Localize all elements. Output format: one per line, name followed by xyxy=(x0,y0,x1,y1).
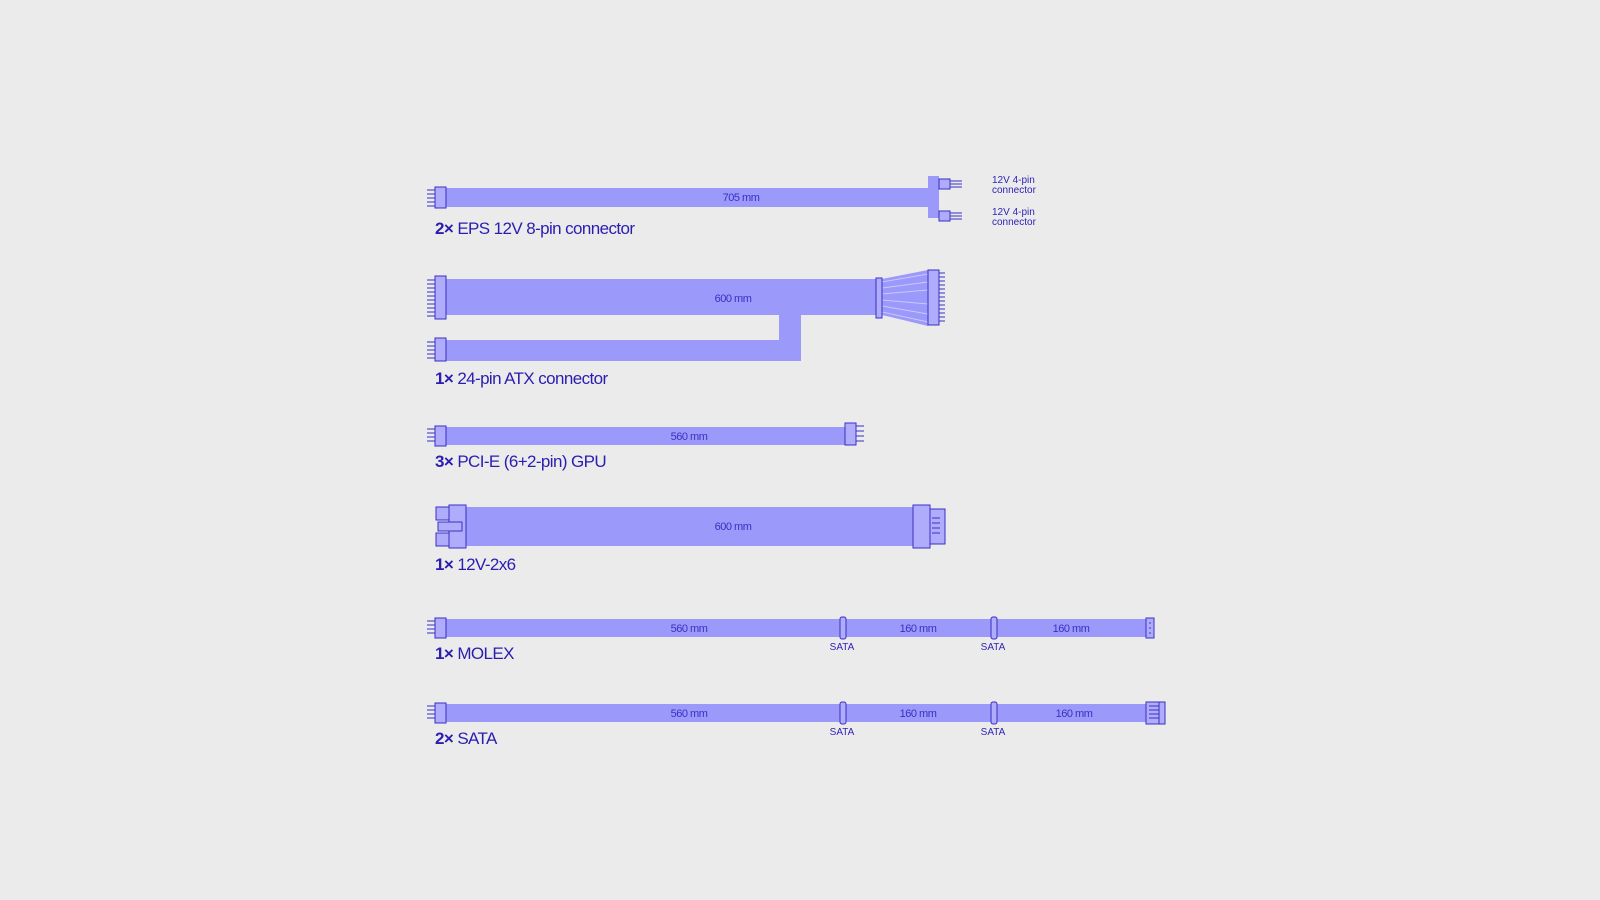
atx-connector-secondary xyxy=(434,337,447,362)
branch-label: 12V 4-pin xyxy=(992,175,1035,186)
pcie-connector-psu xyxy=(434,425,447,447)
length-label: 160 mm xyxy=(1053,623,1090,635)
cable-pcie: 560 mm 3× PCI-E (6+2-pin) GPU xyxy=(427,422,864,471)
length-label: 160 mm xyxy=(1056,708,1093,720)
cable-atx: 600 mm 1× 24-pin ATX connector xyxy=(427,269,945,388)
cable-sata: 560 mm 160 mm 160 mm SATA SATA 2× SATA xyxy=(427,701,1166,748)
branch-label: 12V 4-pin xyxy=(992,207,1035,218)
branch-label: connector xyxy=(992,185,1037,196)
cable-molex: 560 mm 160 mm 160 mm SATA SATA 1× MOLEX xyxy=(427,616,1155,663)
atx-collar xyxy=(875,277,883,319)
eps-split xyxy=(928,176,939,218)
sata-connector-psu xyxy=(434,702,447,724)
molex-connector-psu xyxy=(434,617,447,639)
length-label: 560 mm xyxy=(671,708,708,720)
cable-title: 1× MOLEX xyxy=(435,644,514,663)
eps-cable-body xyxy=(446,188,932,207)
eps-4pin-connector-bottom xyxy=(938,210,951,222)
length-label: 160 mm xyxy=(900,708,937,720)
branch-label: connector xyxy=(992,217,1037,228)
sata-tap xyxy=(990,616,998,640)
sata-tap xyxy=(990,701,998,725)
12v2x6-connector-gpu xyxy=(912,504,931,549)
atx-connector-main xyxy=(434,275,447,320)
sata-end-connector xyxy=(1145,701,1166,725)
tap-label: SATA xyxy=(830,642,855,653)
cable-title: 3× PCI-E (6+2-pin) GPU xyxy=(435,452,606,471)
eps-connector-left xyxy=(434,186,447,209)
length-label: 705 mm xyxy=(723,192,760,204)
sata-tap xyxy=(839,616,847,640)
cable-title: 1× 12V-2x6 xyxy=(435,555,516,574)
atx-connector-mb xyxy=(927,269,940,326)
sata-tap xyxy=(839,701,847,725)
length-label: 600 mm xyxy=(715,293,752,305)
tap-label: SATA xyxy=(981,642,1006,653)
cable-12v-2x6: 600 mm 1× 12V-2x6 xyxy=(435,504,946,574)
cable-eps: 705 mm 12V 4-pin connector 12V 4-pin con… xyxy=(427,175,1037,238)
length-label: 560 mm xyxy=(671,431,708,443)
pcie-connector-gpu xyxy=(844,422,857,446)
tap-label: SATA xyxy=(981,727,1006,738)
length-label: 160 mm xyxy=(900,623,937,635)
tap-label: SATA xyxy=(830,727,855,738)
cable-title: 2× EPS 12V 8-pin connector xyxy=(435,219,635,238)
cable-title: 2× SATA xyxy=(435,729,498,748)
length-label: 560 mm xyxy=(671,623,708,635)
cable-title: 1× 24-pin ATX connector xyxy=(435,369,608,388)
length-label: 600 mm xyxy=(715,521,752,533)
eps-4pin-connector-top xyxy=(938,178,951,190)
